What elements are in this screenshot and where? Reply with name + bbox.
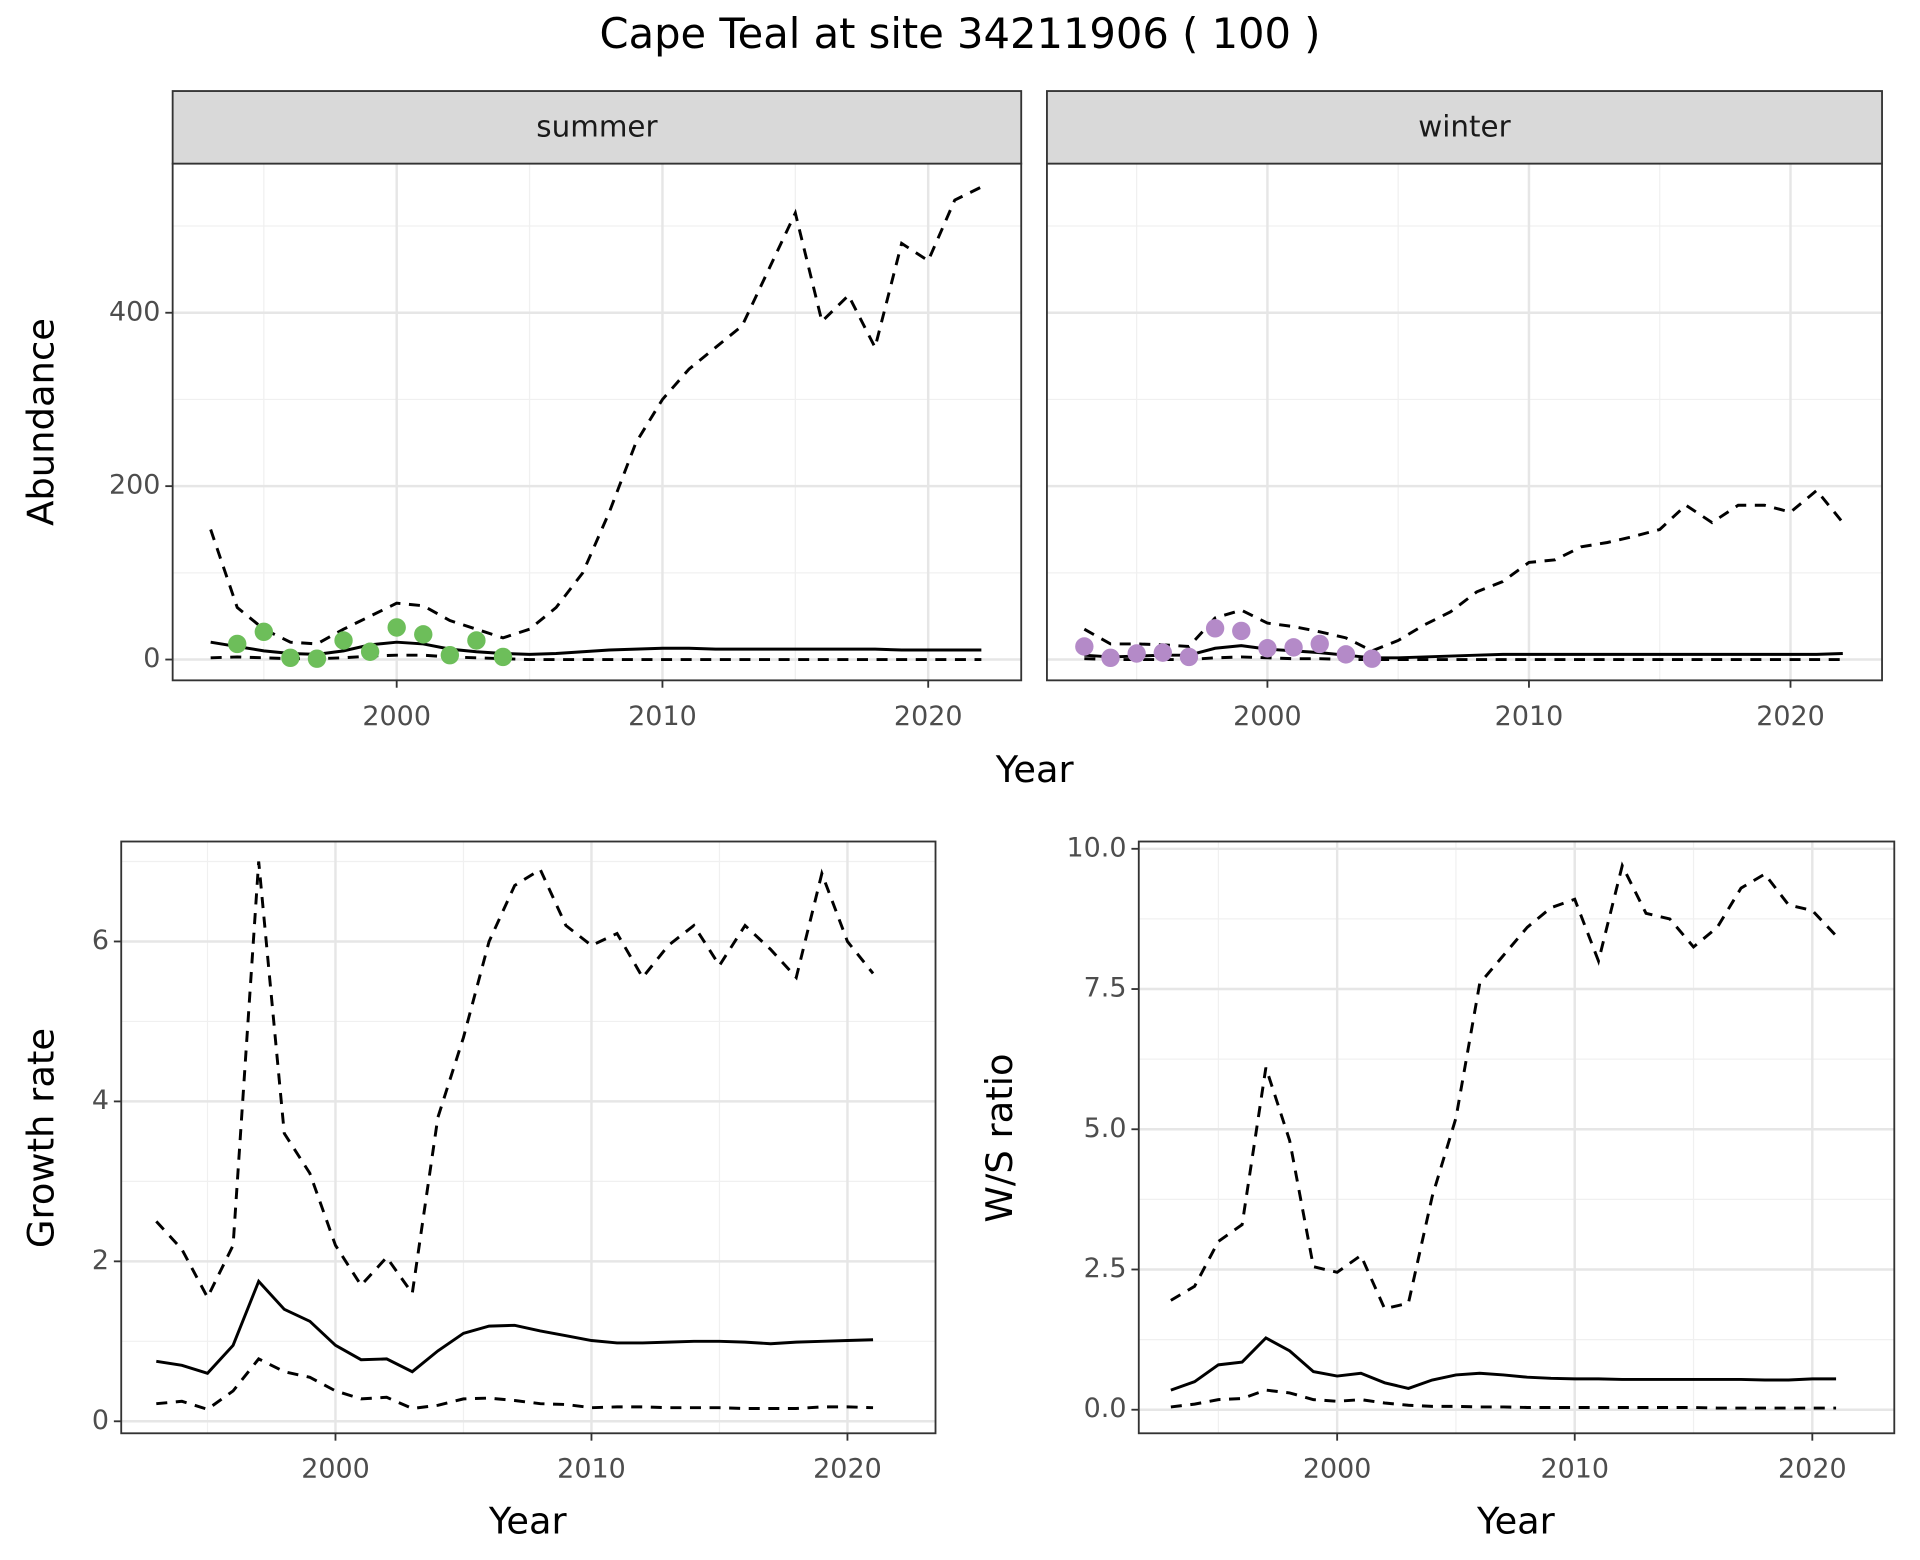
data-point bbox=[360, 642, 380, 661]
x-axis-label: Year bbox=[995, 748, 1075, 791]
data-point bbox=[1362, 649, 1382, 668]
facet-strip bbox=[171, 90, 1023, 165]
x-tick-label: 2010 bbox=[1540, 1454, 1609, 1485]
x-tick-label: 2000 bbox=[362, 701, 431, 732]
line-series bbox=[156, 1278, 874, 1375]
y-tick-label: 2 bbox=[92, 1245, 109, 1276]
y-tick-label: 5.0 bbox=[1084, 1113, 1127, 1144]
y-tick-label: 4 bbox=[92, 1085, 109, 1116]
y-tick-label: 0.0 bbox=[1084, 1393, 1127, 1424]
data-point bbox=[307, 649, 327, 668]
line-series bbox=[209, 185, 983, 646]
x-tick-label: 2020 bbox=[813, 1454, 882, 1485]
y-axis-label: Abundance bbox=[19, 318, 62, 526]
line-series bbox=[155, 861, 875, 1301]
y-tick-label: 0 bbox=[92, 1405, 109, 1436]
line-series bbox=[156, 1357, 874, 1411]
data-point bbox=[467, 631, 486, 650]
x-axis-label: Year bbox=[488, 1500, 568, 1543]
data-point bbox=[1127, 644, 1146, 663]
y-tick-label: 200 bbox=[109, 470, 160, 501]
facet-strip bbox=[1046, 90, 1883, 165]
figure-title: Cape Teal at site 34211906 ( 100 ) bbox=[600, 9, 1321, 58]
data-point bbox=[493, 647, 513, 667]
x-tick-label: 2010 bbox=[557, 1454, 626, 1485]
facet-label: winter bbox=[1418, 109, 1511, 143]
data-point bbox=[1153, 643, 1172, 662]
x-tick-label: 2010 bbox=[1495, 701, 1564, 732]
data-point bbox=[1310, 634, 1329, 654]
panel-border bbox=[1137, 840, 1896, 1435]
y-tick-label: 400 bbox=[109, 296, 160, 327]
y-tick-label: 10.0 bbox=[1067, 832, 1127, 863]
x-tick-label: 2000 bbox=[1233, 701, 1302, 732]
data-point bbox=[1258, 639, 1277, 658]
data-point bbox=[1179, 647, 1199, 667]
data-point bbox=[1075, 637, 1094, 656]
y-tick-label: 0 bbox=[143, 643, 160, 674]
data-point bbox=[281, 648, 300, 668]
data-point bbox=[1101, 648, 1120, 668]
line-series bbox=[1084, 655, 1843, 662]
x-tick-label: 2000 bbox=[1303, 1454, 1372, 1485]
y-tick-label: 2.5 bbox=[1084, 1253, 1127, 1284]
panel-border bbox=[120, 840, 937, 1435]
line-series bbox=[1170, 1388, 1837, 1410]
x-axis-label: Year bbox=[1476, 1500, 1556, 1543]
line-series bbox=[210, 640, 982, 656]
data-point bbox=[1232, 621, 1251, 641]
data-point bbox=[1205, 619, 1225, 638]
y-tick-label: 7.5 bbox=[1084, 972, 1127, 1003]
data-point bbox=[387, 618, 406, 637]
y-axis-label: Growth rate bbox=[19, 1028, 62, 1248]
x-tick-label: 2020 bbox=[1778, 1454, 1847, 1485]
x-tick-label: 2020 bbox=[894, 701, 963, 732]
line-series bbox=[1170, 1336, 1837, 1392]
y-tick-label: 6 bbox=[92, 925, 109, 956]
data-point bbox=[414, 625, 433, 644]
data-point bbox=[334, 631, 353, 650]
data-point bbox=[1284, 638, 1303, 657]
data-point bbox=[254, 622, 273, 642]
data-point bbox=[228, 634, 247, 654]
y-axis-label: W/S ratio bbox=[978, 1053, 1021, 1222]
line-series bbox=[1084, 644, 1843, 660]
line-series bbox=[210, 653, 982, 662]
data-point bbox=[1336, 645, 1356, 664]
x-tick-label: 2000 bbox=[301, 1454, 370, 1485]
line-series bbox=[1170, 861, 1838, 1311]
data-point bbox=[440, 645, 460, 665]
x-tick-label: 2010 bbox=[628, 701, 697, 732]
facet-label: summer bbox=[536, 109, 658, 143]
x-tick-label: 2020 bbox=[1756, 701, 1825, 732]
